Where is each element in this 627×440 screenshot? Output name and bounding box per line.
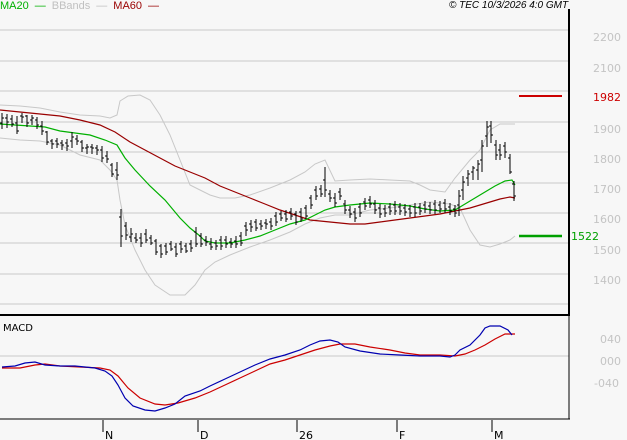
- y-tick: 1800: [593, 153, 621, 166]
- macd-signal-line: [2, 333, 515, 406]
- chart-legend: MA20— BBands — MA60—: [0, 0, 165, 12]
- y-tick: 1700: [593, 183, 621, 196]
- x-tick: 26: [299, 429, 313, 440]
- macd-y-tick: 000: [600, 355, 621, 368]
- x-axis-labels: N D 26 F M: [105, 429, 504, 440]
- x-tick: D: [200, 429, 208, 440]
- y-tick: 1900: [593, 123, 621, 136]
- macd-y-tick: 040: [600, 333, 621, 346]
- macd-line: [1, 325, 513, 412]
- ohlc-bars: [0, 113, 516, 258]
- y-tick: 2100: [593, 62, 621, 75]
- x-axis: [102, 420, 493, 432]
- legend-ma20: MA20—: [0, 0, 46, 12]
- macd-y-tick: -040: [594, 377, 619, 390]
- ma60-line: [0, 109, 516, 225]
- x-tick: M: [494, 429, 504, 440]
- price-panel-frame: [0, 9, 570, 316]
- macd-title: MACD: [3, 323, 33, 334]
- y-tick: 1500: [593, 244, 621, 257]
- price-y-axis: 2200 2100 1900 1800 1700 1600 1500 1400: [593, 31, 621, 287]
- y-tick: 1400: [593, 274, 621, 287]
- x-tick: F: [399, 429, 405, 440]
- y-tick: 1600: [593, 213, 621, 226]
- macd-panel-frame: [0, 315, 570, 420]
- x-tick: N: [105, 429, 113, 440]
- legend-bbands: BBands —: [51, 0, 108, 12]
- y-tick: 2200: [593, 31, 621, 44]
- price-gridlines: [0, 29, 569, 305]
- ma20-line: [0, 123, 516, 244]
- macd-y-axis: 040 000 -040: [594, 333, 621, 390]
- resistance-label: 1982: [593, 91, 621, 104]
- copyright-timestamp: © TEC 10/3/2026 4:0 GMT: [449, 0, 569, 11]
- legend-ma60: MA60—: [113, 0, 160, 12]
- support-label: 1522: [571, 230, 599, 243]
- bollinger-bands: [0, 94, 516, 296]
